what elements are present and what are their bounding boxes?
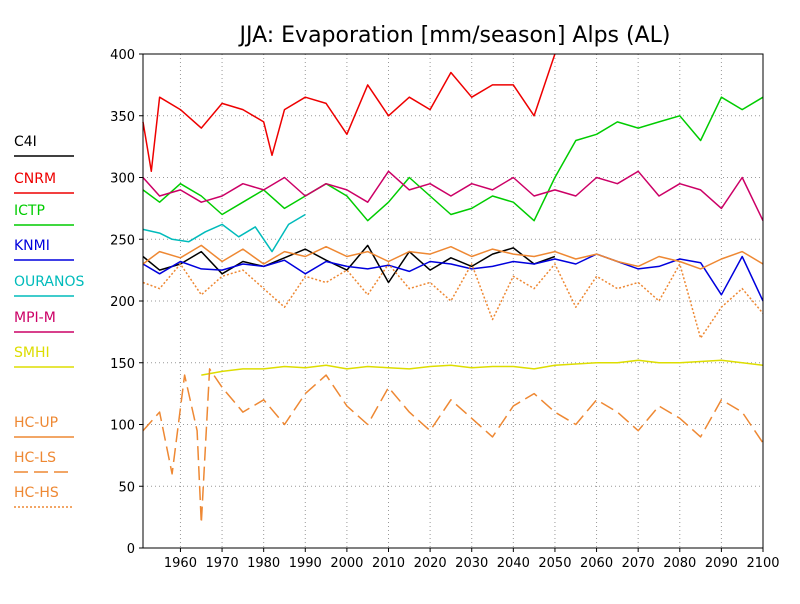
x-tick-label: 2090: [705, 556, 738, 571]
y-tick-label: 150: [110, 357, 135, 372]
x-tick-label: 2060: [580, 556, 613, 571]
x-tick-label: 2100: [746, 556, 779, 571]
series-layer: [142, 53, 764, 525]
x-tick-label: 2020: [414, 556, 447, 571]
x-tick-label: 2000: [330, 556, 363, 571]
series-line-ouranos: [142, 213, 306, 253]
x-tick-label: 2040: [497, 556, 530, 571]
x-tick-label: 1970: [206, 556, 239, 571]
y-tick-label: 250: [110, 233, 135, 248]
legend-label-cnrm: CNRM: [14, 171, 56, 187]
y-tick-label: 200: [110, 295, 135, 310]
x-tick-label: 1980: [247, 556, 280, 571]
legend-label-ictp: ICTP: [14, 203, 45, 219]
x-tick-label: 2030: [455, 556, 488, 571]
series-line-hc-up: [142, 244, 764, 270]
series-line-mpi-m: [142, 170, 764, 222]
y-axis: 0 50 100 150 200 250 300 350 400: [110, 48, 143, 557]
y-tick-label: 0: [127, 542, 135, 557]
series-line-smhi: [201, 359, 764, 376]
legend-label-knmi: KNMI: [14, 238, 50, 254]
series-line-cnrm: [142, 53, 556, 173]
series-line-c4i: [142, 244, 556, 284]
grid-lines: [143, 54, 764, 548]
x-tick-label: 1960: [164, 556, 197, 571]
x-axis: 1960 1970 1980 1990 2000 2010 2020 2030 2040 2050…: [164, 548, 780, 571]
y-tick-label: 400: [110, 48, 135, 63]
legend-label-c4i: C4I: [14, 134, 37, 150]
series-line-hc-hs: [142, 263, 764, 339]
legend: C4I CNRM ICTP KNMI OURANOS MPI-M SMHI HC-UP HC-L…: [14, 134, 84, 508]
legend-label-smhi: SMHI: [14, 345, 50, 361]
chart-title: JJA: Evaporation [mm/season] Alps (AL): [238, 23, 671, 48]
x-tick-label: 2010: [372, 556, 405, 571]
legend-label-mpi-m: MPI-M: [14, 310, 56, 326]
y-tick-label: 300: [110, 172, 135, 187]
legend-label-ouranos: OURANOS: [14, 274, 84, 290]
series-line-ictp: [142, 96, 764, 222]
y-tick-label: 350: [110, 110, 135, 125]
legend-label-hc-up: HC-UP: [14, 415, 58, 431]
x-tick-label: 2070: [622, 556, 655, 571]
series-line-knmi: [142, 253, 764, 302]
x-tick-label: 2080: [663, 556, 696, 571]
x-tick-label: 1990: [289, 556, 322, 571]
x-tick-label: 2050: [538, 556, 571, 571]
y-tick-label: 100: [110, 419, 135, 434]
series-line-hc-ls: [142, 368, 764, 525]
y-tick-label: 50: [118, 480, 135, 495]
legend-label-hc-hs: HC-HS: [14, 485, 59, 501]
legend-label-hc-ls: HC-LS: [14, 450, 56, 466]
